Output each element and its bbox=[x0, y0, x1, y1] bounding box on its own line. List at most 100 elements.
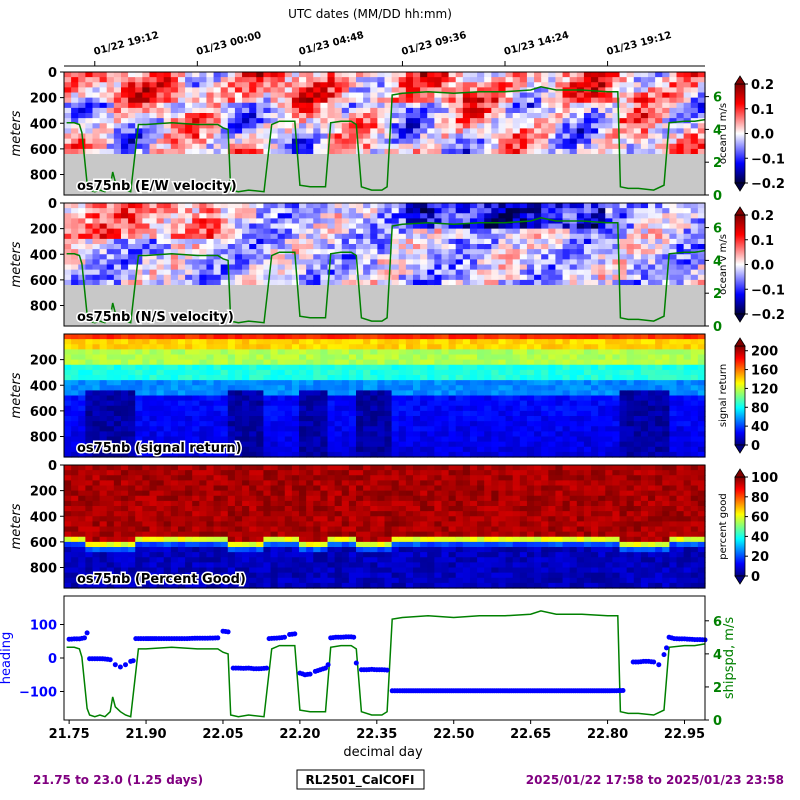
heatmap-cell bbox=[669, 238, 678, 245]
heatmap-cell bbox=[427, 254, 435, 260]
heatmap-cell bbox=[598, 82, 606, 88]
heatmap-cell bbox=[477, 305, 485, 312]
heatmap-cell bbox=[199, 213, 208, 219]
heatmap-cell bbox=[220, 344, 229, 350]
heatmap-cell bbox=[427, 138, 435, 145]
heatmap-cell bbox=[534, 77, 542, 83]
heatmap-cell bbox=[199, 133, 208, 140]
heatmap-cell bbox=[206, 380, 215, 386]
heatmap-cell bbox=[697, 133, 706, 140]
heatmap-cell bbox=[676, 138, 685, 145]
heatmap-cell bbox=[377, 244, 386, 250]
heatmap-cell bbox=[334, 203, 343, 209]
heatmap-cell bbox=[163, 164, 172, 170]
heatmap-cell bbox=[92, 344, 101, 350]
heatmap-cell bbox=[676, 208, 685, 214]
heatmap-cell bbox=[690, 113, 699, 119]
heatmap-cell bbox=[605, 305, 614, 312]
heatmap-cell bbox=[598, 174, 606, 181]
heatmap-cell bbox=[591, 102, 599, 109]
heatmap-cell bbox=[71, 431, 79, 438]
heatmap-cell bbox=[135, 174, 143, 181]
heatmap-cell bbox=[598, 92, 606, 99]
heatmap-cell bbox=[120, 238, 129, 245]
heatmap-cell bbox=[106, 174, 115, 181]
heatmap-cell bbox=[626, 290, 635, 296]
heatmap-cell bbox=[370, 169, 378, 176]
heatmap-cell bbox=[156, 179, 165, 186]
heatmap-cell bbox=[185, 279, 193, 286]
heatmap-cell bbox=[256, 254, 265, 260]
heatmap-cell bbox=[220, 315, 229, 322]
heatmap-cell bbox=[227, 107, 236, 114]
heatmap-cell bbox=[277, 233, 286, 240]
heatmap-cell bbox=[655, 274, 663, 281]
heatmap-cell bbox=[284, 300, 293, 307]
heatmap-cell bbox=[576, 223, 585, 230]
heatmap-cell bbox=[242, 244, 250, 250]
top-tick-label: 01/23 19:12 bbox=[605, 30, 672, 58]
heatmap-cell bbox=[648, 295, 656, 301]
heatmap-cell bbox=[605, 310, 614, 317]
heatmap-cell bbox=[142, 133, 151, 140]
heatmap-cell bbox=[156, 269, 165, 276]
heatmap-cell bbox=[199, 300, 208, 307]
heatmap-cell bbox=[477, 107, 485, 114]
heatmap-cell bbox=[683, 223, 692, 230]
heatmap-cell bbox=[177, 290, 186, 296]
heatmap-cell bbox=[405, 305, 414, 312]
heatmap-cell bbox=[548, 154, 557, 160]
heatmap-cell bbox=[71, 138, 79, 145]
heatmap-cell bbox=[640, 269, 649, 276]
heatmap-cell bbox=[277, 107, 286, 114]
heatmap-cell bbox=[612, 213, 621, 219]
heatmap-cell bbox=[206, 375, 215, 381]
heatmap-cell bbox=[363, 233, 371, 240]
heatmap-cell bbox=[377, 203, 386, 209]
heatmap-cell bbox=[249, 254, 257, 260]
heatmap-cell bbox=[128, 213, 136, 219]
heatmap-cell bbox=[519, 189, 528, 196]
heatmap-cell bbox=[427, 97, 435, 104]
heatmap-cell bbox=[412, 244, 421, 250]
heatmap-cell bbox=[234, 233, 243, 240]
heatmap-cell bbox=[185, 380, 193, 386]
heatmap-cell bbox=[598, 113, 606, 119]
heatmap-cell bbox=[462, 169, 471, 176]
heatmap-cell bbox=[619, 300, 628, 307]
heatmap-cell bbox=[377, 97, 386, 104]
heatmap-cell bbox=[71, 290, 79, 296]
heatmap-cell bbox=[263, 133, 272, 140]
heatmap-cell bbox=[206, 233, 215, 240]
heatmap-cell bbox=[206, 143, 215, 150]
heatmap-cell bbox=[284, 102, 293, 109]
heatmap-cell bbox=[591, 164, 599, 170]
heatmap-cell bbox=[462, 159, 471, 165]
heatmap-cell bbox=[199, 154, 208, 160]
heatmap-cell bbox=[648, 259, 656, 266]
heatmap-cell bbox=[234, 174, 243, 181]
heatmap-cell bbox=[420, 179, 428, 186]
heatmap-cell bbox=[85, 380, 94, 386]
heatmap-cell bbox=[477, 254, 485, 260]
heatmap-cell bbox=[64, 369, 72, 376]
heatmap-cell bbox=[299, 128, 307, 135]
heatmap-cell bbox=[697, 169, 706, 176]
heatmap-cell bbox=[213, 179, 222, 186]
heatmap-cell bbox=[177, 441, 186, 448]
heatmap-cell bbox=[405, 285, 414, 291]
heatmap-cell bbox=[227, 421, 236, 427]
heatmap-cell bbox=[384, 118, 393, 124]
heatmap-cell bbox=[213, 164, 222, 170]
heatmap-cell bbox=[299, 92, 307, 99]
heatmap-cell bbox=[420, 295, 428, 301]
heatmap-cell bbox=[71, 107, 79, 114]
heatmap-cell bbox=[690, 218, 699, 225]
heatmap-cell bbox=[448, 123, 457, 129]
heatmap-cell bbox=[177, 305, 186, 312]
heatmap-cell bbox=[548, 159, 557, 165]
heatmap-cell bbox=[284, 179, 293, 186]
heatmap-cell bbox=[469, 72, 478, 78]
heatmap-cell bbox=[612, 274, 621, 281]
heatmap-cell bbox=[548, 254, 557, 260]
